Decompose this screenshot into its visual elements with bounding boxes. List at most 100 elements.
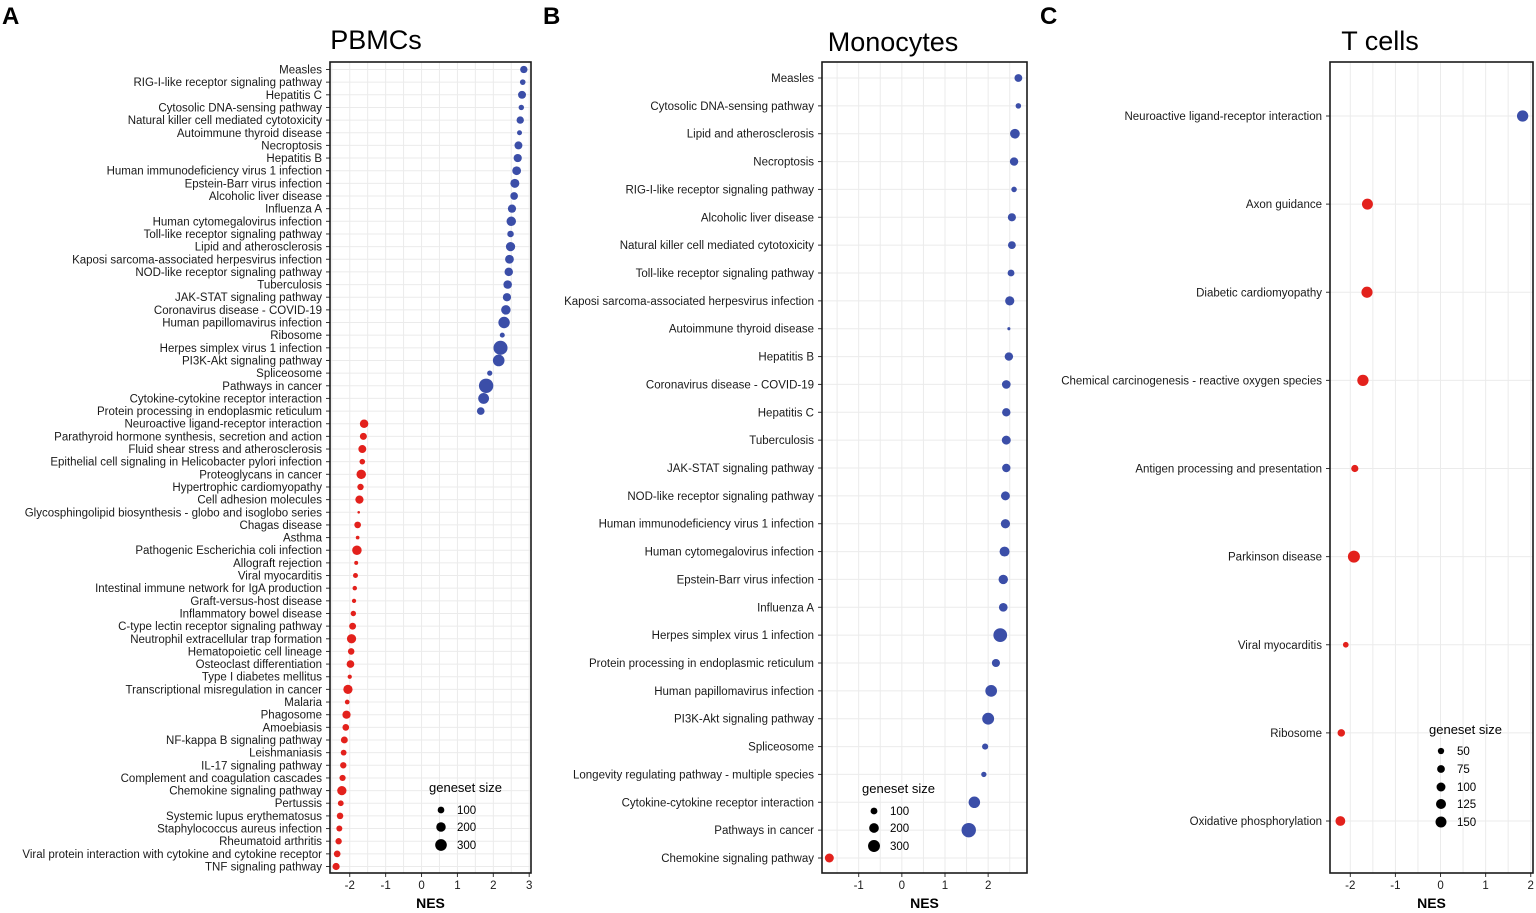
point-natural-killer-cell-mediated-cytotoxicity (1007, 241, 1016, 250)
point-human-immunodeficiency-virus-1-infection (512, 166, 522, 176)
plot-border (1329, 61, 1534, 874)
x-tick-label: -1 (1390, 880, 1400, 892)
point-neutrophil-extracellular-trap-formation (346, 634, 357, 644)
y-label-viral-myocarditis: Viral myocarditis (238, 571, 322, 583)
y-label-graft-versus-host-disease: Graft-versus-host disease (190, 596, 322, 608)
point-alcoholic-liver-disease (1007, 213, 1016, 222)
legend: geneset size 100 200 300 (862, 781, 935, 853)
y-label-human-cytomegalovirus-infection: Human cytomegalovirus infection (645, 547, 814, 559)
y-label-herpes-simplex-virus-1-infection: Herpes simplex virus 1 infection (160, 343, 322, 355)
point-glycosphingolipid-biosynthesis-globo-and-isoglobo-series (357, 510, 361, 514)
y-label-ribosome: Ribosome (270, 330, 322, 342)
point-cell-adhesion-molecules (355, 495, 364, 504)
y-label-jak-stat-signaling-pathway: JAK-STAT signaling pathway (667, 463, 814, 475)
point-chagas-disease (354, 521, 361, 529)
point-il-17-signaling-pathway (340, 762, 347, 769)
y-label-human-immunodeficiency-virus-1-infection: Human immunodeficiency virus 1 infection (107, 166, 322, 178)
point-chemokine-signaling-pathway (824, 853, 834, 863)
point-c-type-lectin-receptor-signaling-pathway (349, 622, 357, 630)
y-label-kaposi-sarcoma-associated-herpesvirus-infection: Kaposi sarcoma-associated herpesvirus in… (72, 254, 322, 266)
y-label-transcriptional-misregulation-in-cancer: Transcriptional misregulation in cancer (126, 684, 323, 696)
y-label-systemic-lupus-erythematosus: Systemic lupus erythematosus (166, 811, 322, 823)
point-rig-i-like-receptor-signaling-pathway (519, 79, 526, 85)
y-label-amoebiasis: Amoebiasis (263, 722, 323, 734)
point-inflammatory-bowel-disease (350, 610, 357, 617)
y-label-cytokine-cytokine-receptor-interaction: Cytokine-cytokine receptor interaction (130, 393, 322, 405)
y-label-longevity-regulating-pathway-multiple-species: Longevity regulating pathway - multiple … (573, 769, 814, 781)
point-viral-protein-interaction-with-cytokine-and-cytokine-receptor (333, 850, 341, 858)
y-label-toll-like-receptor-signaling-pathway: Toll-like receptor signaling pathway (636, 268, 815, 280)
point-toll-like-receptor-signaling-pathway (507, 230, 514, 238)
points (332, 65, 528, 871)
y-label-coronavirus-disease-covid-19: Coronavirus disease - COVID-19 (154, 305, 322, 317)
y-label-malaria: Malaria (284, 697, 322, 709)
point-type-i-diabetes-mellitus (347, 674, 352, 679)
point-herpes-simplex-virus-1-infection (993, 628, 1008, 643)
y-label-pertussis: Pertussis (275, 798, 323, 810)
point-staphylococcus-aureus-infection (336, 825, 343, 832)
legend-key-300 (435, 839, 447, 851)
point-hematopoietic-cell-lineage (347, 648, 355, 655)
y-label-alcoholic-liver-disease: Alcoholic liver disease (209, 191, 322, 203)
panel-b: B Monocytes -1 0 1 2 NES Measles Cytosolic DNA… (543, 3, 1028, 911)
y-label-antigen-processing-and-presentation: Antigen processing and presentation (1135, 464, 1322, 476)
y-label-measles: Measles (279, 65, 322, 77)
point-graft-versus-host-disease (351, 598, 357, 603)
y-label-measles: Measles (771, 73, 814, 85)
point-pathways-in-cancer (961, 822, 976, 838)
legend-key-100 (1436, 782, 1446, 792)
y-label-toll-like-receptor-signaling-pathway: Toll-like receptor signaling pathway (144, 229, 323, 241)
point-natural-killer-cell-mediated-cytotoxicity (516, 116, 524, 124)
legend-label: 125 (1457, 799, 1476, 811)
y-label-chemical-carcinogenesis-reactive-oxygen-species: Chemical carcinogenesis - reactive oxyge… (1061, 375, 1322, 387)
y-label-hematopoietic-cell-lineage: Hematopoietic cell lineage (188, 646, 322, 658)
x-tick-label: 2 (490, 880, 496, 892)
x-tick-label: 0 (899, 880, 905, 892)
x-tick-label: 0 (418, 880, 424, 892)
x-axis: -2 -1 0 1 2 NES (1345, 873, 1534, 911)
y-label-hepatitis-c: Hepatitis C (758, 407, 814, 419)
x-axis-label: NES (416, 895, 445, 911)
plot-background (1330, 62, 1533, 873)
y-label-human-immunodeficiency-virus-1-infection: Human immunodeficiency virus 1 infection (599, 519, 814, 531)
legend-label: 200 (890, 823, 909, 835)
y-label-proteoglycans-in-cancer: Proteoglycans in cancer (199, 469, 322, 481)
y-label-neuroactive-ligand-receptor-interaction: Neuroactive ligand-receptor interaction (124, 419, 322, 431)
y-label-human-cytomegalovirus-infection: Human cytomegalovirus infection (153, 216, 322, 228)
x-tick-label: 1 (942, 880, 948, 892)
legend-label: 100 (1457, 782, 1476, 794)
y-label-nod-like-receptor-signaling-pathway: NOD-like receptor signaling pathway (627, 491, 814, 503)
point-pathogenic-escherichia-coli-infection (352, 545, 362, 555)
y-label-pi3k-akt-signaling-pathway: PI3K-Akt signaling pathway (674, 714, 814, 726)
point-necroptosis (1009, 157, 1019, 166)
point-human-cytomegalovirus-infection (506, 216, 517, 227)
point-nf-kappa-b-signaling-pathway (340, 736, 348, 744)
point-rheumatoid-arthritis (335, 838, 342, 845)
point-influenza-a (507, 204, 517, 213)
point-influenza-a (998, 602, 1008, 612)
point-alcoholic-liver-disease (510, 192, 518, 200)
y-label-herpes-simplex-virus-1-infection: Herpes simplex virus 1 infection (652, 630, 814, 642)
point-rig-i-like-receptor-signaling-pathway (1011, 186, 1017, 193)
y-label-epithelial-cell-signaling-in-helicobacter-pylori-infection: Epithelial cell signaling in Helicobacte… (50, 457, 322, 469)
y-label-epstein-barr-virus-infection: Epstein-Barr virus infection (185, 178, 322, 190)
y-label-parkinson-disease: Parkinson disease (1228, 552, 1322, 564)
point-chemokine-signaling-pathway (337, 785, 347, 796)
y-label-chemokine-signaling-pathway: Chemokine signaling pathway (169, 786, 322, 798)
point-chemical-carcinogenesis-reactive-oxygen-species (1357, 374, 1369, 387)
point-lipid-and-atherosclerosis (505, 241, 516, 252)
point-neuroactive-ligand-receptor-interaction (359, 419, 369, 428)
y-axis: Neuroactive ligand-receptor interaction A… (1061, 111, 1330, 828)
point-pertussis (337, 800, 344, 807)
grid (1330, 62, 1533, 873)
panel-title: T cells (1341, 26, 1419, 56)
y-label-ribosome: Ribosome (1270, 728, 1322, 740)
y-label-natural-killer-cell-mediated-cytotoxicity: Natural killer cell mediated cytotoxicit… (128, 115, 323, 127)
point-pathways-in-cancer (478, 378, 494, 393)
y-label-pathways-in-cancer: Pathways in cancer (714, 825, 814, 837)
legend-label: 300 (890, 841, 909, 853)
point-spliceosome (487, 370, 493, 376)
x-tick-label: 3 (526, 880, 532, 892)
y-label-pathways-in-cancer: Pathways in cancer (222, 381, 322, 393)
legend-label: 100 (457, 805, 476, 817)
